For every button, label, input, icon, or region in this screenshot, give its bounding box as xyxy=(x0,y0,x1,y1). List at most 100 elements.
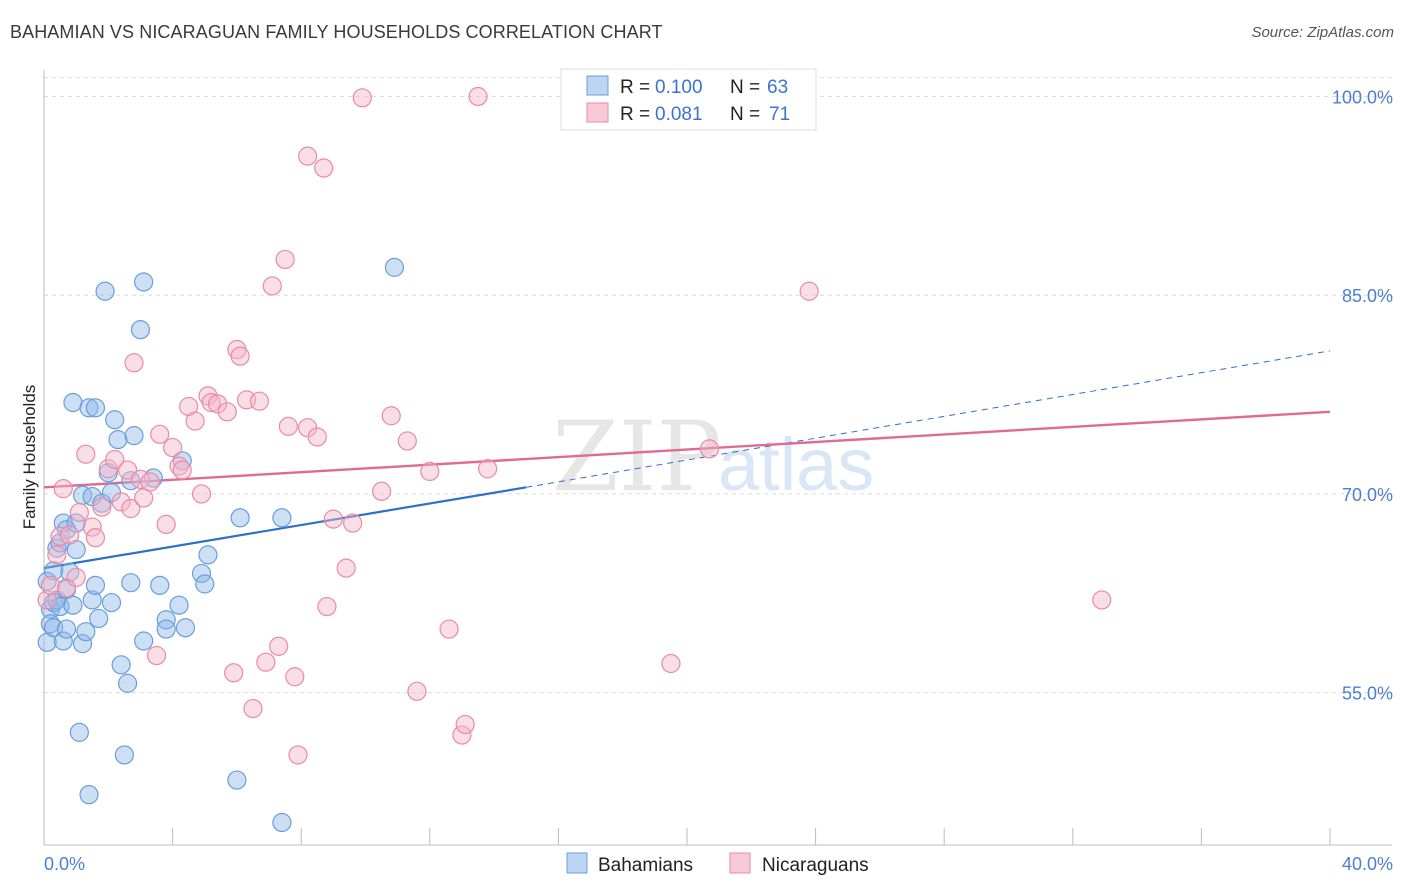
legend: R = 0.100 N = 63 R = 0.081 N = 71 xyxy=(560,68,817,131)
nicaraguan-point xyxy=(50,526,70,546)
nicaraguan-point xyxy=(452,725,472,745)
nicaraguan-point xyxy=(37,590,57,610)
nicaraguan-point xyxy=(407,681,427,701)
legend-n-value-1: 63 xyxy=(767,77,788,98)
nicaraguan-point xyxy=(156,514,176,535)
x-tick-label: 0.0% xyxy=(44,854,85,874)
bottom-legend-swatch-nicaraguans xyxy=(729,852,751,874)
bahamian-point xyxy=(89,608,109,629)
bahamian-point xyxy=(124,426,144,446)
nicaraguan-point xyxy=(381,406,401,426)
bahamian-point xyxy=(150,575,170,595)
x-tick-label: 40.0% xyxy=(1342,854,1393,874)
source-label: Source: ZipAtlas.com xyxy=(1251,24,1394,41)
nicaraguan-point xyxy=(69,502,89,523)
nicaraguan-point xyxy=(53,479,73,499)
bottom-legend-nicaraguans: Nicaraguans xyxy=(762,855,869,876)
nicaraguan-point xyxy=(478,459,498,479)
nicaraguan-point xyxy=(317,596,337,617)
nicaraguan-point xyxy=(150,424,170,444)
nicaraguan-trend-line xyxy=(43,410,1331,489)
bahamian-point xyxy=(198,545,218,565)
bottom-legend-swatch-bahamians xyxy=(566,852,588,874)
bottom-legend-bahamians: Bahamians xyxy=(598,855,693,876)
bahamian-point xyxy=(69,722,89,742)
nicaraguan-point xyxy=(249,391,270,411)
bottom-legend: Bahamians Nicaraguans xyxy=(566,852,869,876)
bahamian-point xyxy=(66,513,86,533)
nicaraguan-point xyxy=(278,416,298,436)
bahamian-point xyxy=(134,272,154,292)
tick-labels: 55.0% 70.0% 85.0% 100.0% 0.0% 40.0% xyxy=(44,87,1393,874)
data-points xyxy=(37,86,1112,833)
nicaraguan-point xyxy=(455,714,475,735)
bahamian-point xyxy=(195,574,215,594)
nicaraguan-point xyxy=(208,394,228,414)
bahamian-point xyxy=(156,619,176,639)
nicaraguan-point xyxy=(191,484,212,504)
nicaraguan-point xyxy=(298,146,318,166)
nicaraguan-point xyxy=(352,88,372,108)
nicaraguan-point xyxy=(185,411,205,431)
nicaraguan-point xyxy=(140,472,160,492)
bahamian-point xyxy=(101,592,122,613)
nicaraguan-point xyxy=(224,663,244,683)
legend-swatch-bahamians xyxy=(586,75,609,96)
nicaraguan-point xyxy=(66,567,86,587)
bahamian-point xyxy=(230,508,250,528)
bahamian-point xyxy=(121,573,141,593)
nicaraguan-point xyxy=(163,437,183,458)
axes xyxy=(43,70,1392,846)
bahamian-point xyxy=(53,631,73,651)
legend-r-label-1: R = xyxy=(620,77,650,98)
nicaraguan-point xyxy=(343,513,363,533)
legend-r-value-1: 0.100 xyxy=(655,77,703,98)
nicaraguan-point xyxy=(336,558,356,578)
bahamian-point xyxy=(76,622,96,642)
nicaraguan-point xyxy=(275,249,295,270)
bahamian-point xyxy=(47,538,67,558)
bahamian-point xyxy=(111,655,131,675)
bahamian-point xyxy=(175,618,196,638)
bahamian-point xyxy=(79,398,99,418)
nicaraguan-point xyxy=(256,652,276,672)
watermark-atlas: atlas xyxy=(718,423,874,506)
y-tick-label: 85.0% xyxy=(1342,286,1393,306)
bahamian-point xyxy=(79,785,99,805)
legend-swatch-nicaraguans xyxy=(586,102,609,123)
bahamian-point xyxy=(227,770,247,790)
legend-n-label-2: N = xyxy=(730,104,760,125)
bahamian-point xyxy=(63,392,83,413)
nicaraguan-point xyxy=(76,444,96,464)
nicaraguan-point xyxy=(172,460,192,480)
legend-n-value-2: 71 xyxy=(769,104,790,125)
bahamian-point xyxy=(95,281,115,301)
nicaraguan-point xyxy=(230,346,250,366)
bahamian-point xyxy=(82,590,102,610)
nicaraguan-point xyxy=(201,392,221,413)
nicaraguan-point xyxy=(661,653,681,674)
legend-n-label-1: N = xyxy=(730,77,760,98)
bahamian-trend-extension xyxy=(526,350,1331,488)
nicaraguan-point xyxy=(111,492,131,512)
nicaraguan-point xyxy=(47,545,67,565)
nicaraguan-point xyxy=(269,636,289,656)
legend-r-value-2: 0.081 xyxy=(655,104,703,125)
y-axis-label: Family Households xyxy=(20,385,39,530)
nicaraguan-point xyxy=(121,498,141,519)
nicaraguan-point xyxy=(262,276,282,296)
nicaraguan-point xyxy=(699,439,720,459)
bahamian-point xyxy=(191,563,212,584)
bahamian-point xyxy=(56,619,77,639)
nicaraguan-point xyxy=(117,460,138,480)
bahamian-point xyxy=(121,471,141,491)
y-tick-label: 70.0% xyxy=(1342,485,1393,505)
nicaraguan-point xyxy=(285,667,305,687)
bahamian-point xyxy=(108,430,128,450)
nicaraguan-point xyxy=(307,427,327,447)
nicaraguan-point xyxy=(56,578,77,598)
nicaraguan-point xyxy=(60,525,80,545)
nicaraguan-point xyxy=(92,497,112,517)
bahamian-point xyxy=(134,631,154,651)
